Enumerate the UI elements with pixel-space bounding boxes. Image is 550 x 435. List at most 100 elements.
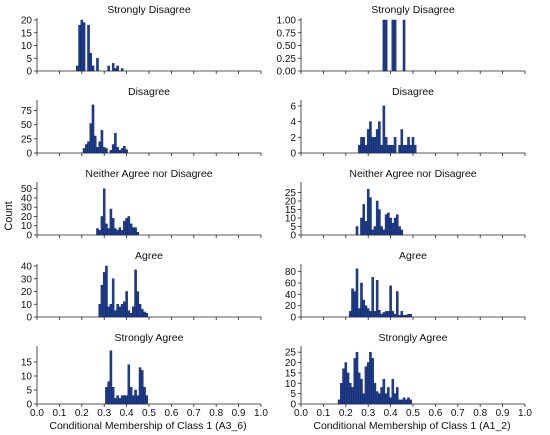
bar bbox=[384, 393, 388, 405]
bar bbox=[402, 144, 406, 154]
bar bbox=[371, 137, 374, 154]
bar bbox=[91, 104, 95, 154]
x-tick-label: 0.7 bbox=[187, 408, 201, 419]
bar bbox=[107, 228, 110, 236]
x-tick-label: 0.2 bbox=[75, 408, 89, 419]
bar bbox=[98, 304, 101, 318]
bar bbox=[400, 399, 404, 405]
panel-title: Neither Agree nor Disagree bbox=[85, 168, 212, 180]
bar bbox=[378, 209, 381, 236]
y-tick-label: 6 bbox=[290, 101, 296, 112]
bar bbox=[100, 216, 104, 236]
bar bbox=[389, 285, 392, 318]
bar bbox=[407, 397, 410, 405]
bar bbox=[123, 395, 126, 405]
bar bbox=[80, 19, 84, 72]
bar bbox=[132, 306, 135, 318]
x-tick-label: 1.0 bbox=[518, 408, 532, 419]
bar bbox=[89, 123, 93, 154]
bar bbox=[116, 304, 119, 318]
bar bbox=[134, 389, 137, 405]
bar bbox=[405, 315, 408, 318]
bar bbox=[413, 144, 417, 154]
bar bbox=[351, 387, 354, 405]
x-tick-label: 0.2 bbox=[339, 408, 353, 419]
bar bbox=[100, 130, 104, 154]
bar bbox=[346, 372, 350, 405]
bar bbox=[357, 144, 361, 154]
bar bbox=[353, 358, 357, 405]
y-tick-label: 40 bbox=[21, 262, 33, 273]
bar bbox=[382, 229, 386, 236]
bar bbox=[375, 200, 379, 236]
bar bbox=[109, 208, 113, 236]
bar bbox=[114, 398, 117, 405]
y-tick-label: 30 bbox=[21, 203, 33, 214]
y-tick-label: 0 bbox=[26, 313, 32, 324]
bar bbox=[125, 291, 128, 318]
x-tick-label: 0.8 bbox=[473, 408, 487, 419]
bar bbox=[337, 399, 341, 405]
bar bbox=[107, 306, 110, 318]
bar bbox=[360, 137, 363, 154]
bar bbox=[364, 221, 368, 236]
bar bbox=[371, 358, 374, 405]
bar bbox=[111, 144, 115, 154]
bar bbox=[114, 68, 117, 72]
bar bbox=[145, 312, 149, 318]
y-tick-label: 0 bbox=[290, 231, 296, 242]
bar bbox=[398, 315, 401, 318]
bar bbox=[120, 304, 124, 318]
bar bbox=[391, 222, 395, 236]
bar bbox=[116, 230, 119, 236]
bar bbox=[362, 299, 365, 318]
bar bbox=[78, 24, 81, 72]
bar bbox=[384, 214, 388, 236]
bar bbox=[114, 132, 117, 154]
bar bbox=[123, 220, 126, 236]
bar bbox=[89, 52, 93, 72]
y-tick-label: 20 bbox=[21, 287, 33, 298]
bar bbox=[411, 137, 415, 154]
y-tick-label: 60 bbox=[285, 279, 297, 290]
bar bbox=[402, 397, 406, 405]
y-tick-label: 0 bbox=[26, 400, 32, 411]
bar bbox=[120, 395, 124, 405]
y-tick-label: 10 bbox=[21, 372, 33, 383]
bar bbox=[102, 272, 106, 318]
bar bbox=[118, 398, 122, 405]
bar bbox=[105, 387, 108, 405]
bar bbox=[380, 313, 383, 318]
bar bbox=[132, 227, 135, 236]
x-axis-label-left: Conditional Membership of Class 1 (A3_6) bbox=[49, 420, 246, 432]
y-tick-label: 25 bbox=[285, 348, 297, 359]
bar bbox=[120, 148, 124, 154]
bar bbox=[96, 147, 99, 154]
x-tick-label: 0.9 bbox=[496, 408, 510, 419]
bar bbox=[362, 393, 365, 405]
bar bbox=[398, 226, 401, 236]
y-tick-label: 10 bbox=[21, 41, 33, 52]
bar bbox=[360, 378, 363, 405]
bar bbox=[405, 399, 408, 405]
bar bbox=[129, 312, 133, 318]
bar bbox=[387, 311, 390, 318]
panel-2: Disagree 0 25 50 75 bbox=[21, 86, 262, 160]
bar bbox=[387, 387, 390, 405]
bar bbox=[378, 121, 381, 154]
bar bbox=[82, 22, 86, 72]
bar bbox=[380, 144, 383, 154]
bar bbox=[76, 65, 79, 72]
bar bbox=[355, 226, 359, 236]
y-tick-label: 0.50 bbox=[277, 41, 297, 52]
y-tick-label: 10 bbox=[285, 214, 297, 225]
panel-title: Disagree bbox=[128, 86, 170, 98]
bar bbox=[107, 65, 110, 72]
bar bbox=[111, 218, 115, 236]
bar bbox=[111, 63, 115, 72]
bar bbox=[393, 217, 397, 236]
